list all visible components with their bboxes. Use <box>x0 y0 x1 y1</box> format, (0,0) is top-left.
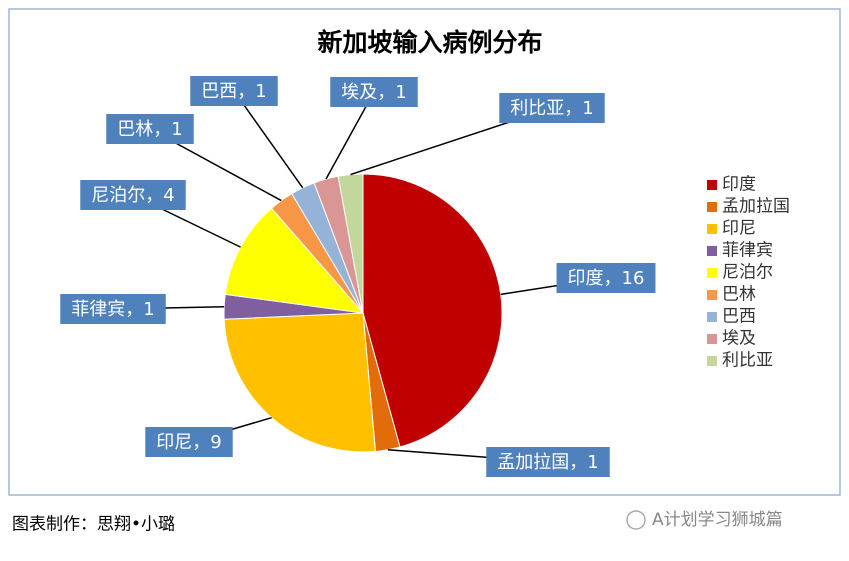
data-label-box <box>145 427 233 457</box>
data-label: 利比亚，1 <box>510 98 593 119</box>
legend-swatch <box>707 356 717 366</box>
legend-label: 巴西 <box>722 307 756 327</box>
pie-slice <box>223 312 377 453</box>
legend-label: 印度 <box>722 175 756 195</box>
legend-label: 巴林 <box>722 285 756 305</box>
data-label-box <box>106 114 194 144</box>
legend-label: 尼泊尔 <box>722 263 773 283</box>
data-label: 印度，16 <box>568 268 645 289</box>
legend-label: 印尼 <box>722 219 756 239</box>
data-label-box <box>499 93 605 123</box>
data-label: 巴林，1 <box>117 119 182 140</box>
chart-title: 新加坡输入病例分布 <box>317 28 542 57</box>
watermark: A计划学习狮城篇 <box>652 510 783 530</box>
data-label-box <box>190 76 278 106</box>
data-label: 埃及，1 <box>341 82 406 103</box>
legend-swatch <box>707 312 717 322</box>
legend-swatch <box>707 268 717 278</box>
legend-label: 埃及 <box>722 329 756 349</box>
pie-slice <box>362 173 503 448</box>
legend-label: 利比亚 <box>722 351 773 371</box>
legend-swatch <box>707 290 717 300</box>
footer: 图表制作：思翔•小璐 <box>12 515 175 535</box>
legend-label: 孟加拉国 <box>722 197 790 217</box>
data-label-box <box>330 77 418 107</box>
pie-slice <box>224 207 365 314</box>
data-label: 巴西，1 <box>201 81 266 102</box>
data-label: 菲律宾，1 <box>71 299 154 320</box>
data-label: 孟加拉国，1 <box>497 452 598 473</box>
watermark-icon <box>626 510 646 530</box>
legend-swatch <box>707 224 717 234</box>
legend-swatch <box>707 334 717 344</box>
data-label-box <box>556 263 656 293</box>
data-label-box <box>60 294 166 324</box>
legend-swatch <box>707 246 717 256</box>
data-label: 尼泊尔，4 <box>91 185 174 206</box>
data-label: 印尼，9 <box>156 432 221 453</box>
data-label-box <box>486 447 610 477</box>
legend-swatch <box>707 180 717 190</box>
leader-line <box>233 90 304 189</box>
legend-label: 菲律宾 <box>722 241 773 261</box>
data-label-box <box>80 180 186 210</box>
legend-swatch <box>707 202 717 212</box>
